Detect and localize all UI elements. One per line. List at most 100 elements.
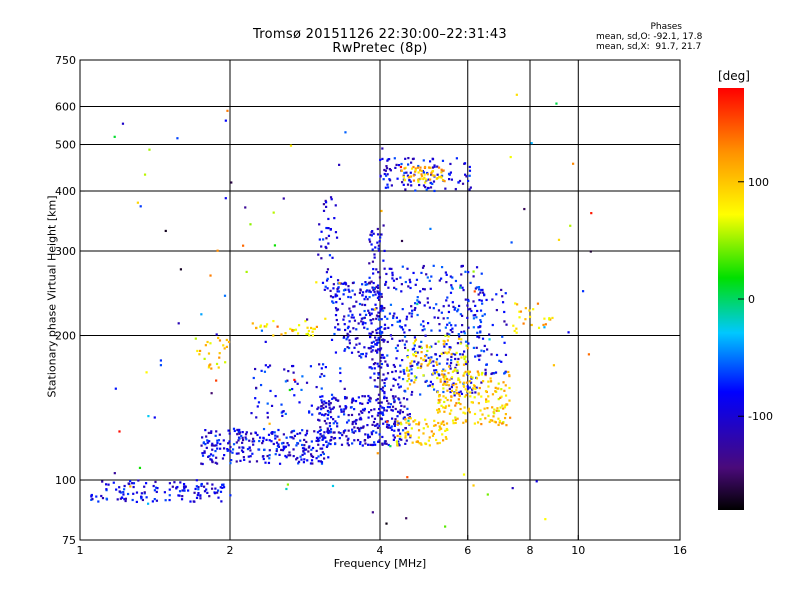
data-point [450,359,453,362]
data-point [258,436,262,439]
data-point [424,380,427,383]
data-point [317,460,320,463]
data-point [325,440,328,443]
data-point [464,173,467,176]
data-point [154,486,158,489]
data-point [464,298,467,301]
data-point [393,436,396,439]
data-point [480,381,483,384]
data-point [347,325,350,328]
data-point [215,379,218,382]
data-point [388,178,391,181]
data-point [215,333,218,336]
data-point [458,179,462,183]
data-point [351,422,354,426]
data-point [486,348,489,351]
data-point [442,395,445,398]
data-point [390,425,393,428]
data-point [426,349,429,353]
data-point [478,386,481,390]
data-point [305,381,309,384]
data-point [396,344,399,347]
data-point [406,379,409,383]
data-point [399,432,402,435]
data-point [332,431,335,434]
data-point [310,440,313,443]
data-point [326,409,330,413]
data-point [371,423,374,426]
data-point [378,327,381,330]
data-point [398,376,401,379]
data-point [366,298,369,301]
data-point [417,436,420,439]
colorbar-tick-label: 0 [748,293,755,306]
data-point [443,180,446,183]
data-point [419,169,422,172]
data-point [222,447,226,450]
data-point [371,248,374,251]
data-point [380,209,383,213]
data-point [361,294,364,297]
data-point [442,406,445,409]
data-point [379,310,382,313]
data-point [378,291,381,294]
data-point [306,332,310,335]
data-point [442,387,445,390]
data-point [371,330,374,334]
data-point [353,439,356,442]
data-point [379,293,383,296]
data-point [423,355,427,358]
data-point [373,336,377,339]
data-point [363,409,366,412]
data-point [284,380,287,383]
data-point [210,392,213,395]
data-point [205,435,208,438]
data-point [399,421,402,424]
data-point [217,496,220,499]
data-point [416,166,420,169]
data-point [408,178,411,182]
data-point [311,462,314,465]
data-point [502,421,505,424]
data-point [362,317,365,320]
data-point [383,381,386,385]
data-point [343,395,347,399]
data-point [363,346,366,349]
data-point [361,426,365,429]
data-point [362,321,365,324]
data-point [401,265,404,268]
data-point [454,357,457,361]
data-point [390,388,393,391]
data-point [241,430,244,434]
data-point [289,454,292,457]
data-point [442,317,445,320]
data-point [318,363,321,366]
data-point [444,271,447,274]
y-tick-label: 300 [55,245,76,258]
data-point [419,323,423,326]
data-point [457,181,460,184]
data-point [386,354,389,357]
data-point [407,176,410,179]
data-point [378,331,381,335]
data-point [347,334,350,337]
data-point [392,384,395,387]
data-point [122,491,125,494]
data-point [148,148,151,151]
data-point [215,444,218,447]
data-point [204,344,207,347]
data-point [432,360,435,363]
data-point [318,412,322,415]
data-point [386,317,389,320]
data-point [349,330,352,333]
data-point [310,454,313,458]
data-point [280,448,283,452]
data-point [366,433,370,436]
data-point [329,275,333,278]
x-tick-label: 4 [377,544,384,557]
data-point [409,171,412,174]
data-point [237,452,240,455]
data-point [203,451,206,454]
data-point [347,437,350,440]
data-point [218,356,221,359]
